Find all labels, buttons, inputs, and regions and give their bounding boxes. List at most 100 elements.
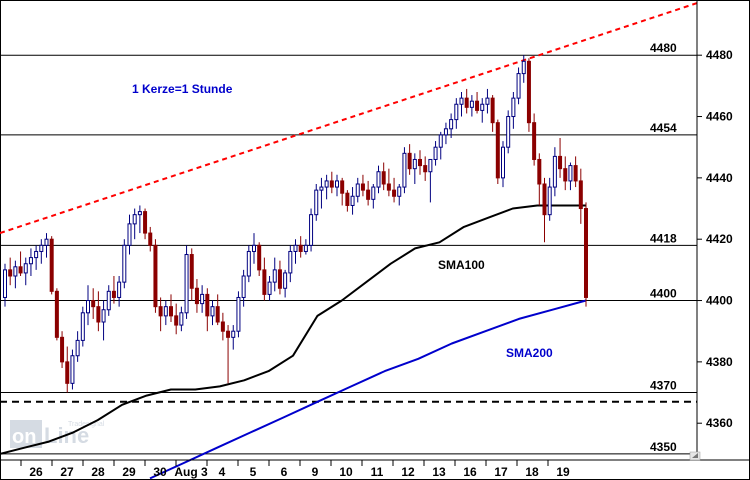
candle — [350, 187, 355, 215]
candle — [568, 162, 573, 191]
candle-body — [96, 306, 101, 323]
candlesticks — [3, 55, 588, 393]
candle-body — [293, 244, 298, 252]
candle — [558, 138, 563, 178]
level-label: 4418 — [650, 231, 677, 245]
candle-body — [423, 165, 428, 173]
candle-body — [402, 152, 407, 188]
candle — [252, 233, 256, 264]
candle-body — [324, 180, 329, 188]
candle-body — [578, 180, 583, 210]
candle-body — [563, 168, 568, 182]
resize-corner-icon[interactable] — [689, 451, 701, 461]
candle — [283, 269, 288, 298]
candle — [526, 58, 531, 132]
candle-body — [511, 97, 516, 118]
x-tick-label: Aug 3 — [174, 465, 208, 479]
candle-body — [18, 266, 23, 274]
candle — [438, 131, 443, 160]
candle — [552, 147, 557, 197]
candle — [184, 245, 189, 319]
candle — [475, 92, 480, 114]
candle — [319, 177, 324, 209]
y-tick-label: 4360 — [706, 416, 733, 430]
candle-body — [169, 306, 173, 317]
candle-body — [200, 293, 205, 305]
candle — [423, 156, 428, 181]
candle-body — [376, 171, 381, 188]
candle — [578, 168, 583, 224]
candle-body — [547, 186, 552, 216]
x-axis-ticks: 26 27 28 29 30 Aug 3 4 5 6 9 10 11 12 13 16 17 18 19 — [20, 460, 570, 479]
candle-body — [75, 339, 80, 357]
candle-body — [490, 97, 495, 124]
candle-body — [542, 183, 547, 216]
candle — [501, 141, 505, 188]
candle-body — [288, 250, 293, 274]
candle — [386, 168, 391, 197]
x-tick-label: 4 — [219, 465, 226, 479]
candle-body — [262, 269, 267, 295]
candle — [288, 245, 293, 283]
candle-body — [584, 208, 588, 298]
candle-body — [443, 128, 448, 136]
candle-body — [194, 287, 199, 305]
candle — [75, 331, 80, 362]
candle — [532, 113, 537, 166]
candle-body — [153, 244, 158, 308]
candle-body — [236, 296, 241, 332]
candle — [480, 98, 485, 123]
candle — [44, 233, 49, 258]
x-tick-label: 17 — [494, 465, 508, 479]
candle-body — [350, 195, 355, 206]
candle — [381, 162, 386, 191]
candle — [174, 303, 179, 335]
candle-body — [573, 165, 578, 182]
candle — [179, 306, 184, 332]
y-tick-label: 4400 — [706, 294, 733, 308]
candle — [449, 113, 454, 138]
candle-body — [329, 180, 334, 188]
candle — [329, 171, 334, 194]
candle — [3, 263, 7, 307]
candle-body — [340, 180, 345, 194]
candle — [469, 95, 474, 117]
candle — [194, 279, 199, 313]
candle — [495, 119, 500, 184]
candle-body — [205, 293, 210, 317]
candle — [80, 306, 85, 347]
candle-body — [537, 158, 542, 185]
candle-body — [526, 60, 531, 124]
sma200-label: SMA200 — [506, 346, 553, 360]
candle — [537, 153, 542, 206]
candle — [563, 156, 568, 191]
candle-body — [60, 336, 65, 363]
candle-body — [552, 155, 557, 188]
candle-body — [122, 244, 127, 283]
candle-body — [298, 244, 303, 252]
candle — [412, 153, 417, 184]
candle — [101, 300, 106, 341]
x-tick-label: 10 — [339, 465, 353, 479]
candle — [60, 331, 65, 368]
candle-body — [241, 275, 246, 298]
candle — [210, 300, 215, 326]
candle — [371, 184, 376, 209]
candle — [360, 174, 365, 197]
x-tick-label: 6 — [281, 465, 288, 479]
candle — [91, 288, 96, 319]
candle-body — [65, 361, 70, 384]
candle — [298, 236, 303, 258]
candle — [511, 92, 516, 129]
x-tick-label: 30 — [153, 465, 167, 479]
candle-body — [257, 244, 262, 271]
candle-body — [179, 312, 184, 326]
candle-body — [516, 73, 521, 99]
candle-body — [459, 97, 464, 105]
y-tick-label: 4380 — [706, 355, 733, 369]
candle — [490, 95, 495, 132]
svg-text:Tradesignal: Tradesignal — [68, 421, 105, 428]
candle — [137, 205, 142, 234]
candle — [335, 174, 339, 197]
